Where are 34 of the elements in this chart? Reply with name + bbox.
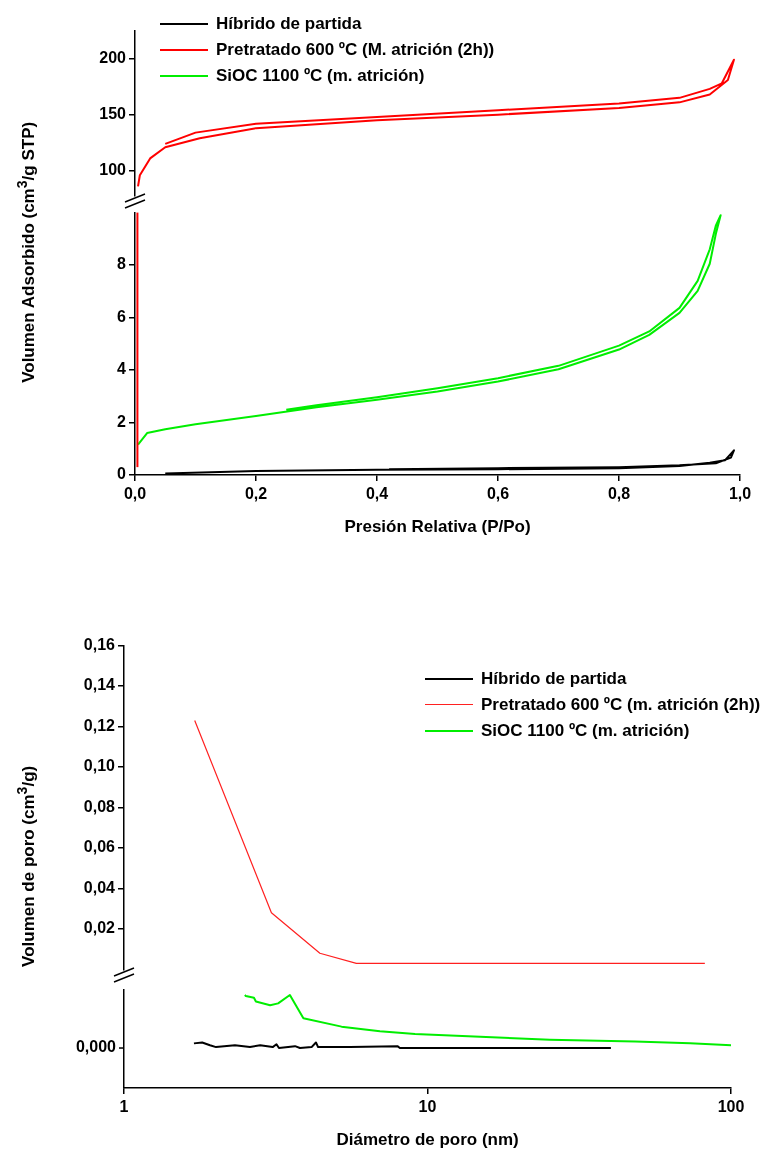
text: 0,000 xyxy=(75,1038,117,1056)
y-tick-label: 8 xyxy=(117,255,127,273)
x-tick-label: 0,2 xyxy=(244,485,268,503)
x-tick-label: 1,0 xyxy=(728,485,752,503)
y-tick-label: 0,14 xyxy=(83,676,116,694)
y-tick-label: 0,06 xyxy=(83,838,116,856)
y-tick-label: 200 xyxy=(99,49,127,67)
y-tick-label: 0,04 xyxy=(83,878,116,896)
y-tick-label: 0,10 xyxy=(83,757,116,775)
legend-label: Híbrido de partida xyxy=(481,667,627,690)
x-axis-title: Presión Relativa (P/Po) xyxy=(344,517,531,537)
x-tick-label: 0,6 xyxy=(486,485,510,503)
x-axis-title: Diámetro de poro (nm) xyxy=(336,1130,519,1150)
x-tick-label: 0,8 xyxy=(607,485,631,503)
y-tick-label: 150 xyxy=(99,105,127,123)
y-tick-label: 0,12 xyxy=(83,716,116,734)
legend-label: SiOC 1100 ºC (m. atrición) xyxy=(481,719,690,742)
legend-label: Pretratado 600 ºC (M. atrición (2h)) xyxy=(216,38,495,61)
legend-label: Pretratado 600 ºC (m. atrición (2h)) xyxy=(481,693,761,716)
y-tick-label: 0,02 xyxy=(83,919,116,937)
x-tick-label: 10 xyxy=(418,1098,437,1116)
legend-label: Híbrido de partida xyxy=(216,12,362,35)
y-tick-label: 0,16 xyxy=(83,636,116,654)
y-tick-label: 100 xyxy=(99,161,127,179)
x-tick-label: 0,4 xyxy=(365,485,389,503)
y-tick-label: 2 xyxy=(117,412,127,430)
y-tick-label: 4 xyxy=(117,360,127,378)
x-tick-label: 0,0 xyxy=(123,485,147,503)
x-tick-label: 100 xyxy=(717,1098,745,1116)
legend-label: SiOC 1100 ºC (m. atrición) xyxy=(216,64,425,87)
y-tick-label: 6 xyxy=(117,307,127,325)
y-tick-label: 0 xyxy=(117,465,127,483)
x-tick-label: 1 xyxy=(119,1098,129,1116)
y-tick-label: 0,08 xyxy=(83,797,116,815)
